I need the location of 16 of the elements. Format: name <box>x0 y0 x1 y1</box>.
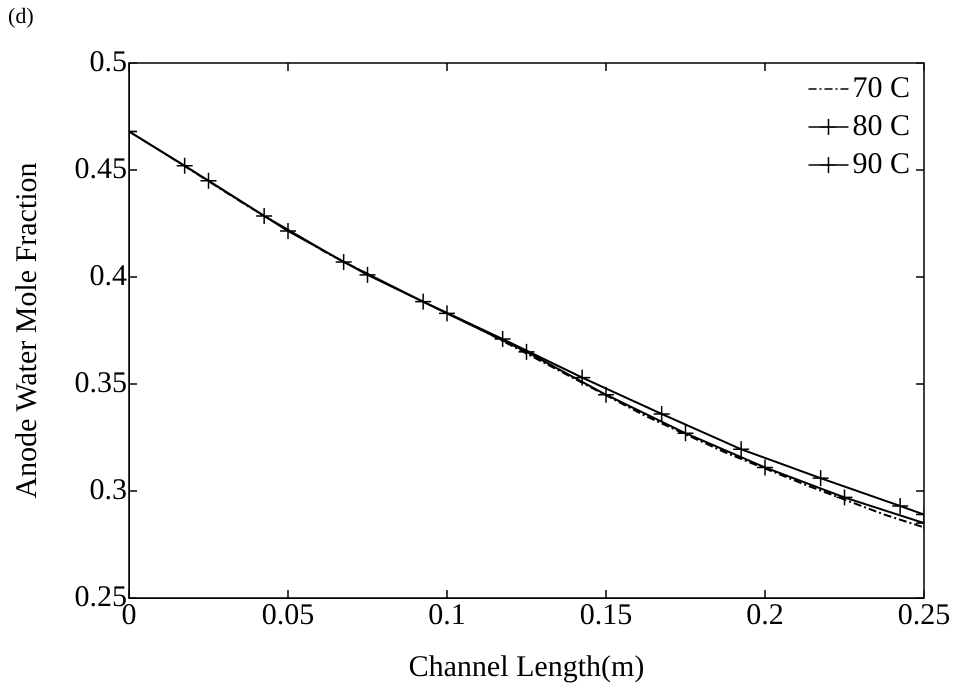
y-tick-label: 0.4 <box>90 258 127 292</box>
x-tick-label: 0.15 <box>580 598 632 631</box>
y-tick-label: 0.5 <box>90 44 127 78</box>
y-axis-title: Anode Water Mole Fraction <box>10 162 43 499</box>
legend-label: 80 C <box>852 108 910 142</box>
x-tick-label: 0.2 <box>746 598 784 631</box>
text: (d) <box>8 2 34 28</box>
y-tick-label: 0.45 <box>74 152 127 185</box>
x-axis-title: Channel Length(m) <box>408 650 644 683</box>
y-tick-label: 0.35 <box>74 366 127 399</box>
x-tick-label: 0.05 <box>262 598 314 631</box>
x-tick-label: 0.1 <box>428 598 466 631</box>
x-tick-label: 0.25 <box>898 598 950 631</box>
y-tick-label: 0.3 <box>90 472 127 506</box>
legend-label: 70 C <box>852 70 910 104</box>
legend-label: 90 C <box>852 146 910 180</box>
